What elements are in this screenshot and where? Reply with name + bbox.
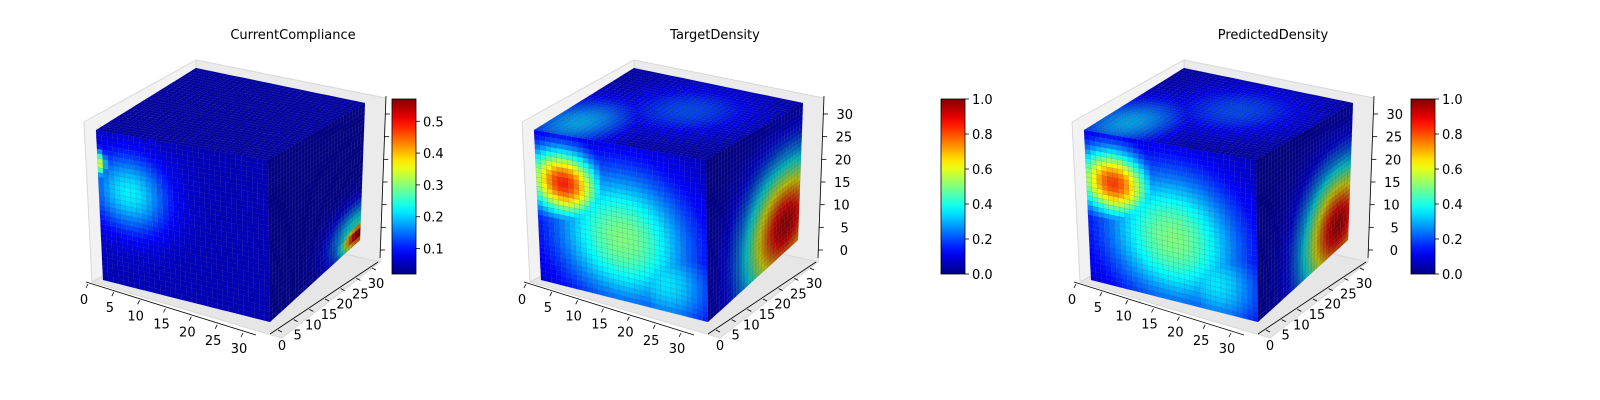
y-tick-label: 15 [321,308,338,323]
y-tick-label: 10 [305,318,322,333]
x-tick-label: 5 [106,301,114,316]
y-tick-label: 20 [336,298,353,313]
y-tick-label: 5 [294,329,302,344]
y-tick-label: 25 [352,287,369,302]
x-tick-label: 0 [80,293,88,308]
colorbar-tick-label: 0.4 [423,147,444,162]
y-tick-label: 30 [368,277,385,292]
x-tick [188,316,192,321]
chart-title: CurrentCompliance [230,28,355,43]
x-tick [240,332,244,338]
front-face [95,129,271,323]
x-tick [85,283,89,289]
x-tick-label: 20 [179,326,196,341]
colorbar: 0.1 0.2 0.3 0.4 0.5 [391,98,444,275]
x-tick-label: 15 [153,318,170,333]
x-tick [214,324,218,330]
colorbar-tick-label: 0.3 [423,179,444,194]
y-tick-label: 0 [278,339,286,354]
colorbar-tick-label: 0.2 [423,211,444,226]
x-tick [111,291,115,297]
x-tick [163,308,166,313]
colorbar-tick-label: 0.1 [423,243,444,258]
x-tick-label: 10 [127,309,144,324]
x-tick-label: 30 [231,342,248,357]
colorbar-tick-label: 0.5 [423,115,444,130]
x-tick [137,300,141,305]
colorbar-gradient [391,98,417,275]
x-tick-label: 25 [205,334,222,349]
y-tick [371,267,377,271]
